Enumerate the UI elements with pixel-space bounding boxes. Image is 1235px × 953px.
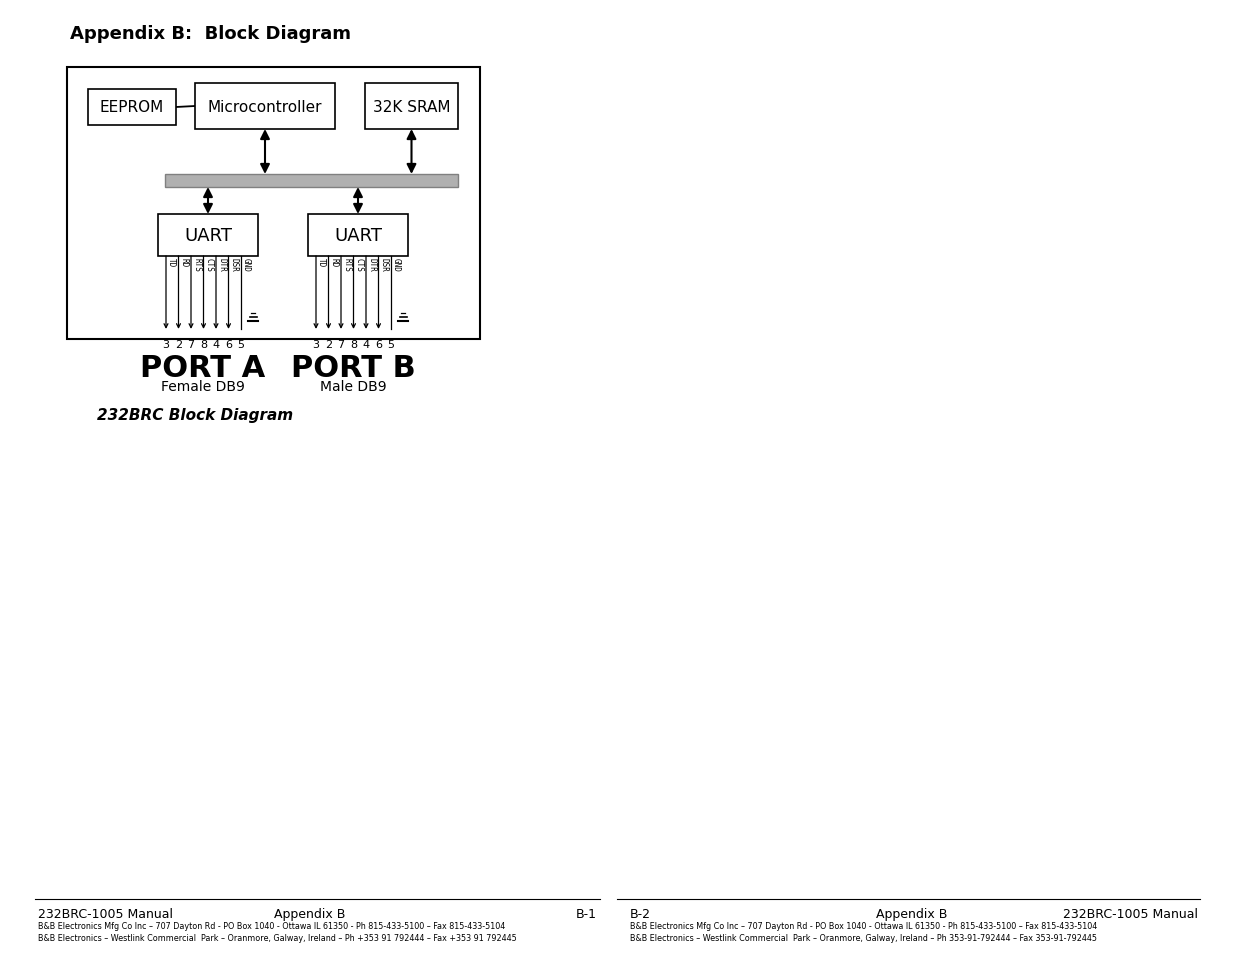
Text: RD: RD (330, 257, 338, 267)
Text: 7: 7 (337, 339, 345, 350)
Text: TD: TD (167, 257, 177, 267)
Text: 3: 3 (312, 339, 320, 350)
Text: GND: GND (242, 257, 251, 272)
Text: B-2: B-2 (630, 907, 651, 920)
Bar (67, 68, 480, 339)
Text: 232BRC-1005 Manual: 232BRC-1005 Manual (38, 907, 173, 920)
Text: 232BRC-1005 Manual: 232BRC-1005 Manual (1063, 907, 1198, 920)
Text: Microcontroller: Microcontroller (207, 99, 322, 114)
Text: 7: 7 (188, 339, 195, 350)
Text: Female DB9: Female DB9 (161, 379, 245, 394)
Bar (308, 214, 408, 256)
Text: DSR: DSR (230, 257, 238, 272)
Text: RTS: RTS (342, 257, 351, 272)
Text: GND: GND (391, 257, 401, 272)
Text: 4: 4 (212, 339, 220, 350)
Text: B&B Electronics – Westlink Commercial  Park – Oranmore, Galway, Ireland – Ph 353: B&B Electronics – Westlink Commercial Pa… (630, 933, 1097, 942)
Text: 2: 2 (175, 339, 182, 350)
Text: CTS: CTS (205, 257, 214, 272)
Text: 8: 8 (350, 339, 357, 350)
Text: 6: 6 (375, 339, 382, 350)
Text: B&B Electronics Mfg Co Inc – 707 Dayton Rd - PO Box 1040 - Ottawa IL 61350 - Ph : B&B Electronics Mfg Co Inc – 707 Dayton … (630, 921, 1097, 930)
Text: 32K SRAM: 32K SRAM (373, 99, 451, 114)
Text: 4: 4 (362, 339, 369, 350)
Text: EEPROM: EEPROM (100, 100, 164, 115)
Text: Appendix B: Appendix B (274, 907, 346, 920)
Text: TD: TD (317, 257, 326, 267)
Text: 3: 3 (163, 339, 169, 350)
Text: RD: RD (179, 257, 189, 267)
Bar (88, 90, 177, 126)
Text: 5: 5 (388, 339, 394, 350)
Bar (158, 214, 258, 256)
Text: 5: 5 (237, 339, 245, 350)
Text: B-1: B-1 (576, 907, 597, 920)
Text: UART: UART (184, 227, 232, 245)
Bar (366, 84, 458, 130)
Text: DSR: DSR (379, 257, 389, 272)
Bar (195, 84, 335, 130)
Text: RTS: RTS (191, 257, 201, 272)
Text: Male DB9: Male DB9 (320, 379, 387, 394)
Text: PORT A: PORT A (141, 354, 266, 382)
Text: 2: 2 (325, 339, 332, 350)
Text: 6: 6 (225, 339, 232, 350)
Text: PORT B: PORT B (290, 354, 415, 382)
Text: Appendix B:  Block Diagram: Appendix B: Block Diagram (70, 25, 351, 43)
Text: DTR: DTR (217, 257, 226, 272)
Text: B&B Electronics – Westlink Commercial  Park – Oranmore, Galway, Ireland – Ph +35: B&B Electronics – Westlink Commercial Pa… (38, 933, 516, 942)
Text: Appendix B: Appendix B (877, 907, 947, 920)
Text: 232BRC Block Diagram: 232BRC Block Diagram (96, 408, 293, 422)
Text: 8: 8 (200, 339, 207, 350)
Text: UART: UART (333, 227, 382, 245)
Text: B&B Electronics Mfg Co Inc – 707 Dayton Rd - PO Box 1040 - Ottawa IL 61350 - Ph : B&B Electronics Mfg Co Inc – 707 Dayton … (38, 921, 505, 930)
Bar (165, 174, 458, 188)
Text: DTR: DTR (367, 257, 375, 272)
Text: CTS: CTS (354, 257, 363, 272)
